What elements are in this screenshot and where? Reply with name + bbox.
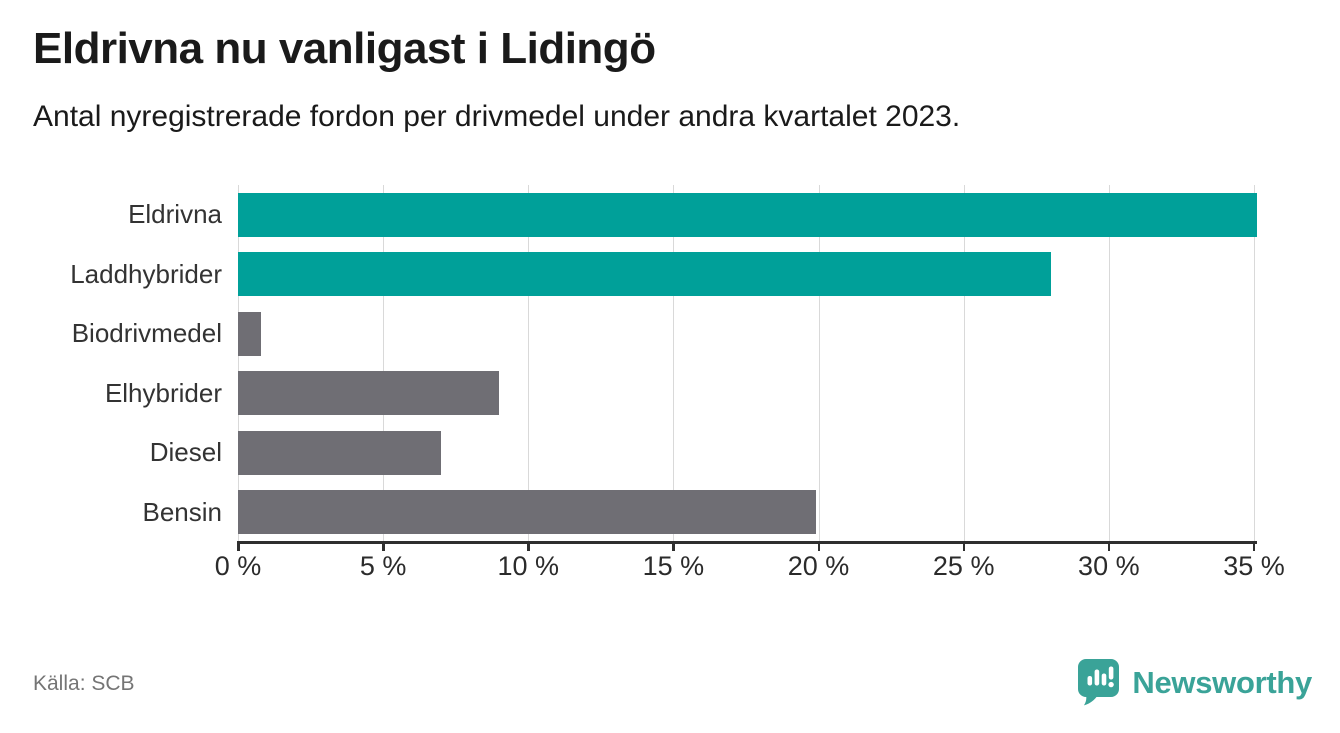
category-label: Bensin — [142, 496, 223, 527]
x-axis-tick-label: 5 % — [359, 551, 407, 581]
x-axis-tick-mark — [817, 541, 821, 551]
bar-row — [238, 483, 1283, 543]
brand-logo: Newsworthy — [1075, 656, 1312, 709]
x-axis-tick-mark — [672, 541, 675, 551]
category-label: Eldrivna — [128, 199, 222, 230]
category-label: Diesel — [149, 437, 222, 468]
category-label: Elhybrider — [104, 377, 222, 408]
x-axis-tick-mark — [237, 541, 240, 551]
chart-subtitle: Antal nyregistrerade fordon per drivmede… — [33, 100, 961, 133]
x-axis-tick-label: 0 % — [214, 551, 262, 581]
x-axis-tick-label: 20 % — [787, 551, 850, 581]
category-label: Biodrivmedel — [71, 318, 222, 349]
category-labels: Eldrivna Laddhybrider Biodrivmedel Elhybrid… — [0, 185, 222, 542]
bar-row — [238, 245, 1283, 305]
bar-bensin — [238, 490, 816, 535]
x-axis-tick-mark — [962, 541, 966, 551]
x-axis-tick-label: 35 % — [1223, 551, 1285, 581]
gridline — [383, 185, 385, 542]
bar-row — [238, 423, 1283, 483]
bar-row — [238, 304, 1283, 364]
bar-row — [238, 185, 1283, 245]
category-label: Laddhybrider — [70, 258, 222, 289]
source-label: Källa: SCB — [33, 672, 135, 695]
gridline — [963, 185, 965, 542]
bar-row — [238, 364, 1283, 424]
chart-title: Eldrivna nu vanligast i Lidingö — [33, 24, 656, 73]
x-axis-tick-label: 10 % — [497, 551, 560, 581]
gridline — [1253, 185, 1255, 542]
bar-biodrivmedel — [238, 311, 262, 356]
brand-name: Newsworthy — [1132, 664, 1312, 700]
x-axis-tick-mark — [1107, 541, 1111, 551]
bar-elhybrider — [238, 371, 500, 416]
x-axis-tick-mark — [1252, 541, 1256, 551]
bar-eldrivna — [238, 192, 1257, 237]
gridline — [238, 185, 239, 542]
bar-laddhybrider — [238, 252, 1051, 297]
x-axis-line — [238, 541, 1257, 544]
x-axis-tick-label: 25 % — [932, 551, 995, 581]
x-axis-tick-mark — [382, 541, 385, 551]
gridline — [1108, 185, 1110, 542]
x-axis-tick-label: 30 % — [1078, 551, 1140, 581]
newsworthy-logo-icon — [1078, 659, 1120, 706]
plot-area — [238, 185, 1283, 542]
gridline — [528, 185, 530, 542]
x-axis-tick-mark — [527, 541, 530, 551]
bar-chart: Eldrivna Laddhybrider Biodrivmedel Elhybrid… — [0, 185, 1285, 581]
gridline — [673, 185, 675, 542]
x-axis-tick-label: 15 % — [642, 551, 705, 581]
gridline — [818, 185, 820, 542]
bar-diesel — [238, 430, 442, 475]
